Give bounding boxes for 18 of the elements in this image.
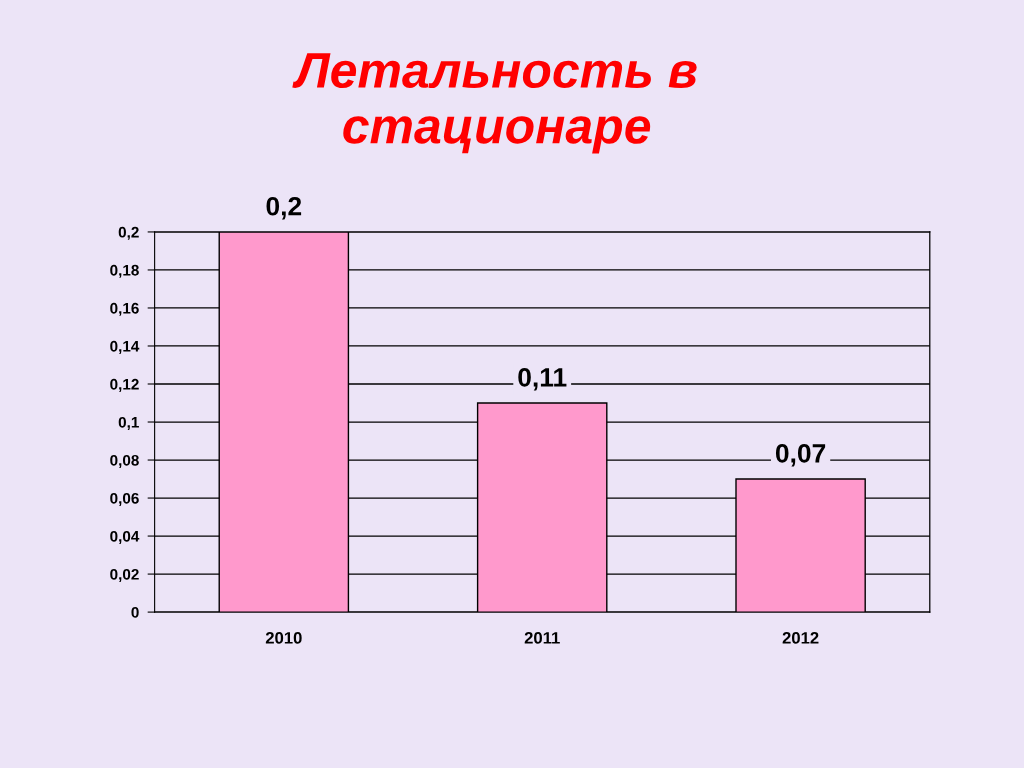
- x-tick-label: 2010: [265, 631, 302, 644]
- y-tick-label: 0,14: [110, 340, 140, 354]
- y-tick-label: 0,06: [110, 492, 139, 506]
- y-tick-label: 0,04: [110, 530, 140, 544]
- y-tick-label: 0,1: [118, 416, 139, 430]
- y-tick-label: 0,02: [110, 568, 139, 582]
- data-label: 0,11: [518, 367, 567, 391]
- y-tick-label: 0,12: [110, 378, 139, 392]
- data-label: 0,2: [266, 196, 302, 220]
- chart-title: Летальность в стационаре: [292, 53, 697, 154]
- data-label: 0,07: [775, 444, 826, 467]
- y-tick-label: 0,16: [110, 302, 139, 316]
- y-tick-label: 0: [131, 606, 139, 618]
- y-tick-label: 0,2: [118, 226, 139, 240]
- x-tick-label: 2012: [782, 631, 819, 644]
- y-tick-label: 0,18: [110, 264, 139, 278]
- y-tick-label: 0,08: [110, 454, 139, 468]
- x-tick-label: 2011: [524, 631, 560, 644]
